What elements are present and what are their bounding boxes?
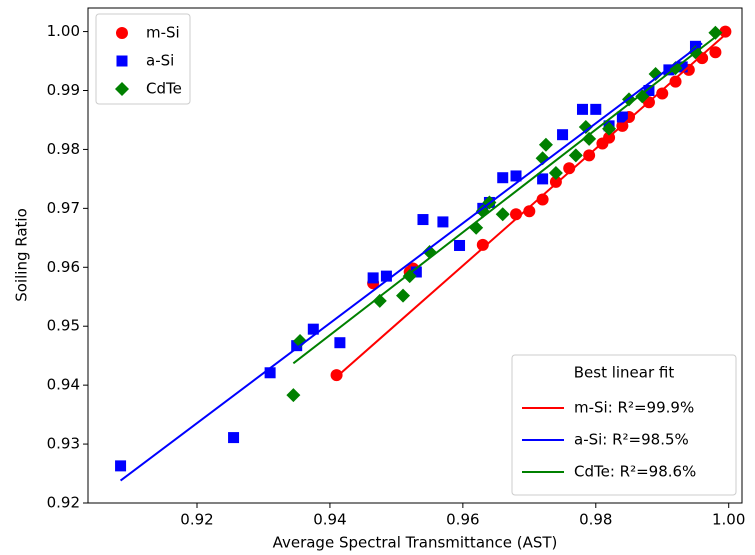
data-point bbox=[578, 120, 593, 135]
legend-box bbox=[511, 354, 737, 496]
data-point bbox=[264, 367, 276, 379]
x-tick-label: 0.98 bbox=[579, 511, 612, 529]
data-point bbox=[590, 103, 602, 115]
y-tick-label: 0.95 bbox=[47, 317, 80, 335]
legend-label: m-Si bbox=[146, 24, 180, 42]
data-point bbox=[417, 214, 429, 226]
data-point bbox=[648, 67, 663, 81]
data-point bbox=[291, 340, 303, 352]
y-tick-label: 0.98 bbox=[47, 140, 80, 158]
y-tick-label: 0.92 bbox=[47, 494, 80, 512]
data-point bbox=[616, 111, 628, 123]
x-axis-label: Average Spectral Transmittance (AST) bbox=[273, 534, 558, 552]
legend-label: a-Si: R²=98.5% bbox=[574, 431, 689, 449]
data-point bbox=[709, 46, 722, 59]
data-point bbox=[568, 148, 583, 163]
y-tick-label: 0.99 bbox=[47, 81, 80, 99]
legend-label: CdTe: R²=98.6% bbox=[574, 463, 696, 481]
data-point bbox=[548, 166, 563, 180]
legend-label: a-Si bbox=[146, 52, 174, 70]
data-point bbox=[372, 293, 387, 308]
data-point bbox=[115, 460, 127, 472]
fit-line bbox=[119, 42, 703, 482]
plot-frame bbox=[87, 7, 743, 504]
legend-label: m-Si: R²=99.9% bbox=[574, 399, 694, 417]
legend-label: CdTe bbox=[146, 80, 182, 98]
data-point bbox=[523, 205, 536, 218]
data-point bbox=[495, 207, 510, 222]
data-point bbox=[538, 137, 553, 152]
data-point bbox=[557, 129, 569, 141]
data-point bbox=[643, 85, 655, 96]
legend-marker bbox=[116, 55, 128, 67]
data-point bbox=[676, 61, 688, 73]
data-point bbox=[402, 269, 417, 284]
data-point bbox=[549, 175, 562, 188]
data-point bbox=[437, 216, 449, 228]
data-point bbox=[422, 244, 437, 259]
data-point bbox=[582, 131, 597, 146]
data-point bbox=[497, 172, 509, 184]
y-tick-label: 0.94 bbox=[47, 376, 80, 394]
y-tick-label: 1.00 bbox=[47, 22, 80, 40]
data-point bbox=[576, 103, 588, 115]
data-point bbox=[536, 193, 549, 206]
data-point bbox=[537, 173, 549, 185]
legend-title: Best linear fit bbox=[574, 364, 675, 382]
x-tick-label: 1.00 bbox=[712, 511, 745, 529]
y-tick-label: 0.93 bbox=[47, 435, 80, 453]
data-point bbox=[330, 369, 343, 382]
x-tick-label: 0.96 bbox=[446, 511, 479, 529]
data-point bbox=[293, 333, 308, 348]
data-point bbox=[476, 238, 489, 251]
data-point bbox=[602, 121, 617, 136]
y-axis-label: Soiling Ratio bbox=[13, 208, 31, 302]
fit-line bbox=[335, 30, 730, 378]
data-point bbox=[367, 272, 379, 284]
data-point bbox=[454, 239, 466, 251]
data-point bbox=[286, 388, 301, 403]
data-point bbox=[669, 75, 682, 88]
data-point bbox=[228, 432, 240, 444]
fit-line bbox=[292, 33, 720, 365]
legend-marker bbox=[115, 82, 129, 96]
data-point bbox=[334, 337, 346, 349]
data-point bbox=[410, 266, 422, 278]
data-point bbox=[656, 87, 669, 100]
data-point bbox=[510, 170, 522, 182]
x-tick-label: 0.92 bbox=[180, 511, 213, 529]
y-tick-label: 0.96 bbox=[47, 258, 80, 276]
data-point bbox=[635, 89, 650, 104]
data-point bbox=[380, 270, 392, 282]
y-tick-label: 0.97 bbox=[47, 199, 80, 217]
data-point bbox=[396, 288, 411, 303]
x-tick-label: 0.94 bbox=[313, 511, 346, 529]
data-point bbox=[719, 25, 732, 38]
data-point bbox=[563, 162, 576, 175]
data-point bbox=[663, 64, 675, 76]
data-point bbox=[708, 25, 723, 40]
legend-marker bbox=[116, 27, 128, 39]
data-point bbox=[307, 323, 319, 335]
